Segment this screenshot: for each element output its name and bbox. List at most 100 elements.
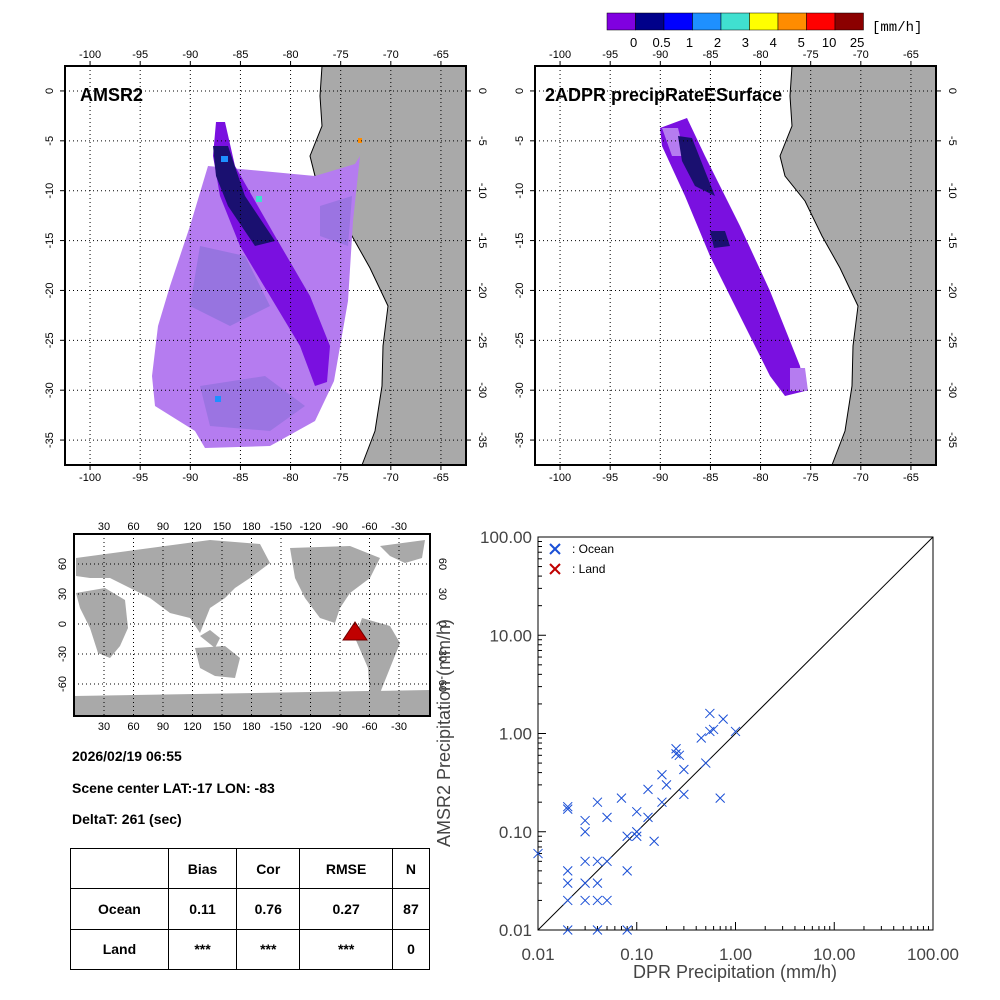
amsr2-patch <box>200 376 305 431</box>
scatter-point <box>657 769 667 780</box>
world-lat-label: -60 <box>436 676 448 692</box>
scatter-point <box>580 895 590 906</box>
lon-tick-label: -95 <box>132 472 148 484</box>
lon-tick-label: -100 <box>79 472 101 484</box>
lon-tick-label: -65 <box>433 49 449 61</box>
world-lon-label: -90 <box>332 721 348 733</box>
world-lon-label: -30 <box>391 521 407 533</box>
lat-tick-label: -10 <box>44 183 56 199</box>
lat-tick-label: -15 <box>476 233 488 249</box>
world-lon-label: -90 <box>332 521 348 533</box>
table-row: Ocean 0.11 0.76 0.27 87 <box>70 888 431 930</box>
lon-tick-label: -75 <box>803 472 819 484</box>
scatter-point <box>562 865 573 876</box>
lon-tick-label: -85 <box>232 49 248 61</box>
lat-tick-label: -35 <box>514 432 526 448</box>
lat-tick-label: -10 <box>514 183 526 199</box>
lon-tick-label: -70 <box>383 49 399 61</box>
stats-table: Bias Cor RMSE N Ocean 0.11 0.76 0.27 87 … <box>70 847 431 971</box>
lat-tick-label: -25 <box>514 332 526 348</box>
lat-tick-label: 0 <box>44 88 56 94</box>
world-lon-label: -120 <box>299 721 321 733</box>
world-lat-label: 60 <box>57 558 69 570</box>
lon-tick-label: -90 <box>652 472 668 484</box>
legend-item: : Land <box>549 562 605 576</box>
lat-tick-label: 0 <box>476 88 488 94</box>
map-border <box>64 65 467 466</box>
world-lat-label: 30 <box>57 588 69 600</box>
scatter-point <box>592 925 603 935</box>
lon-tick-label: -80 <box>283 49 299 61</box>
world-lon-label: 60 <box>127 521 139 533</box>
scatter-point <box>562 804 573 814</box>
world-lon-label: -150 <box>270 521 292 533</box>
scatter-point <box>643 784 653 795</box>
colorbar-label: 4 <box>770 35 777 50</box>
lon-tick-label: -75 <box>333 49 349 61</box>
lon-tick-label: -70 <box>853 49 869 61</box>
scatter-point <box>580 856 590 867</box>
lat-tick-label: -30 <box>514 382 526 398</box>
y-tick-label: 0.10 <box>499 823 532 842</box>
scatter-point <box>705 708 715 719</box>
rmse-value: *** <box>299 928 393 971</box>
lon-tick-label: -85 <box>702 472 718 484</box>
lon-tick-label: -70 <box>853 472 869 484</box>
lat-tick-label: -25 <box>946 332 958 348</box>
scatter-point <box>592 856 603 867</box>
bias-value: 0.11 <box>167 888 238 930</box>
world-map-panel: 30 30 60 60 90 90 120 120 150 150 180 180 -150 -150 -1… <box>57 521 448 733</box>
scatter-point <box>580 826 590 837</box>
land-mass <box>310 66 466 465</box>
lat-tick-label: -5 <box>476 136 488 146</box>
scatter-point <box>622 831 633 842</box>
world-lon-label: 30 <box>98 721 110 733</box>
scatter-point <box>696 733 707 743</box>
scatter-point <box>602 895 612 906</box>
stats-header-row: Bias Cor RMSE N <box>70 847 431 890</box>
delta-t: DeltaT: 261 (sec) <box>72 811 182 827</box>
lat-tick-label: -5 <box>44 136 56 146</box>
lat-tick-label: -5 <box>946 136 958 146</box>
lon-tick-label: -80 <box>753 472 769 484</box>
colorbar-label: 10 <box>822 35 836 50</box>
header-cor: Cor <box>236 847 301 890</box>
scene-location-triangle <box>342 621 368 641</box>
dpr-title: 2ADPR precipRateESurface <box>545 85 782 105</box>
y-tick-label: 100.00 <box>480 528 532 547</box>
scatter-point <box>562 878 573 888</box>
world-lon-label: -120 <box>299 521 321 533</box>
scatter-point <box>592 797 603 808</box>
bias-value: *** <box>167 928 238 971</box>
lat-tick-label: -15 <box>44 233 56 249</box>
lon-tick-label: -75 <box>803 49 819 61</box>
dpr-heavy-precip <box>678 136 715 196</box>
world-lon-label: -150 <box>270 721 292 733</box>
lat-tick-label: -30 <box>44 382 56 398</box>
scatter-plot: 0.01 0.01 0.10 0.10 1.00 1.00 10.00 10.00 100.00… <box>434 528 959 982</box>
x-axis-label: DPR Precipitation (mm/h) <box>633 962 837 982</box>
lat-tick-label: -10 <box>476 183 488 199</box>
scatter-point <box>592 895 603 906</box>
row-label: Ocean <box>70 888 169 930</box>
colorbar-swatch <box>806 12 836 31</box>
world-lon-label: 150 <box>213 721 231 733</box>
x-tick-label: 10.00 <box>813 945 856 964</box>
lat-tick-label: -15 <box>946 233 958 249</box>
world-lon-label: 90 <box>157 521 169 533</box>
scatter-point <box>674 750 685 761</box>
amsr2-cell <box>358 138 362 143</box>
world-border <box>73 533 431 717</box>
lon-tick-label: -70 <box>383 472 399 484</box>
map-border <box>534 65 937 466</box>
lat-tick-label: -20 <box>44 282 56 298</box>
world-lon-label: 180 <box>242 721 260 733</box>
lon-tick-label: -100 <box>549 472 571 484</box>
lon-tick-label: -90 <box>652 49 668 61</box>
header-rmse: RMSE <box>299 847 393 890</box>
colorbar-swatch <box>749 12 779 31</box>
lon-tick-label: -65 <box>903 472 919 484</box>
colorbar-label: 2 <box>714 35 721 50</box>
amsr2-cell <box>215 396 221 402</box>
scene-datetime: 2026/02/19 06:55 <box>72 748 182 764</box>
